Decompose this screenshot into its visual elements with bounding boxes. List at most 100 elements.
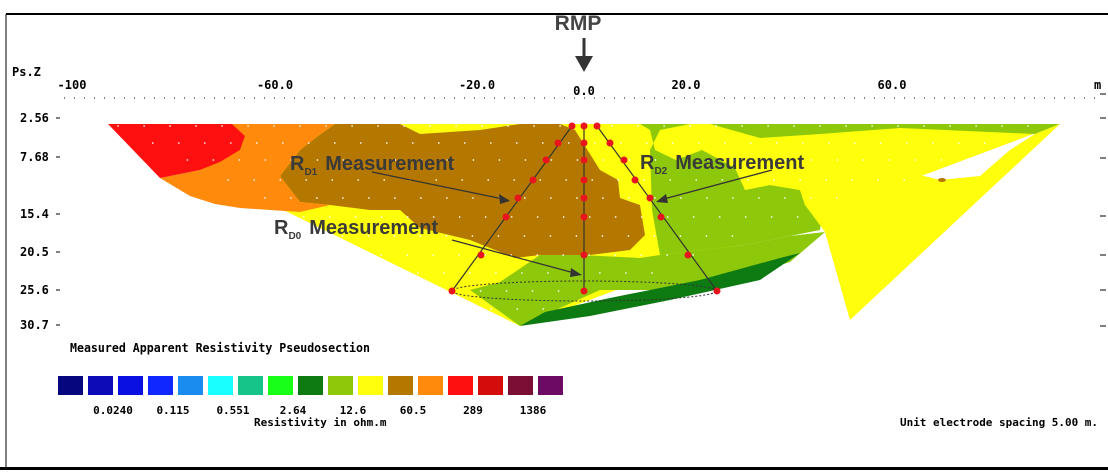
grid-point <box>186 159 189 161</box>
region-green-bottom <box>470 232 825 326</box>
unit-spacing-note: Unit electrode spacing 5.00 m. <box>900 416 1098 429</box>
grid-point <box>273 125 275 127</box>
grid-point <box>143 125 146 127</box>
grid-point <box>825 179 828 181</box>
grid-point <box>547 272 549 274</box>
grid-point <box>302 216 305 218</box>
grid-point <box>531 290 534 292</box>
grid-point <box>591 179 594 181</box>
grid-point <box>784 197 786 199</box>
grid-point <box>692 254 695 256</box>
grid-point <box>862 159 865 161</box>
grid-point <box>253 179 256 181</box>
grid-point <box>290 159 293 161</box>
grid-point <box>432 216 435 218</box>
grid-point <box>523 235 526 237</box>
grid-point <box>637 125 639 127</box>
grid-point <box>796 216 799 218</box>
grid-point <box>695 179 698 181</box>
grid-point <box>281 142 284 144</box>
legend-value-label: 0.551 <box>216 404 249 417</box>
grid-point <box>767 125 769 127</box>
grid-point <box>521 272 523 274</box>
grid-point <box>619 142 622 144</box>
grid-point <box>533 125 535 127</box>
grid-point <box>562 216 565 218</box>
grid-point <box>879 142 882 144</box>
grid-point <box>666 254 669 256</box>
section-title: Measured Apparent Resistivity Pseudosect… <box>70 341 370 355</box>
grid-point <box>539 179 542 181</box>
bottom-border <box>0 467 1108 470</box>
grid-point <box>836 159 839 161</box>
grid-point <box>567 142 570 144</box>
measurement-points <box>448 122 721 295</box>
grid-point <box>393 235 396 237</box>
grid-point <box>406 216 409 218</box>
rd2-label-measurement: Measurement <box>675 152 804 174</box>
rd0-label-measurement: Measurement <box>309 217 438 239</box>
y-tick-label: 20.5 <box>20 245 49 259</box>
y-tick-label: 7.68 <box>20 150 49 164</box>
grid-point <box>471 235 474 237</box>
annotation-arrows <box>371 169 773 277</box>
grid-point <box>810 159 813 161</box>
grid-point <box>497 235 500 237</box>
legend-value-label: 12.6 <box>340 404 367 417</box>
grid-point <box>679 235 682 237</box>
grid-point <box>411 142 414 144</box>
legend-value-label: 0.115 <box>156 404 189 417</box>
legend-swatch <box>268 376 293 395</box>
grid-point <box>212 159 215 161</box>
legend-swatch <box>538 376 563 395</box>
grid-point <box>357 179 360 181</box>
grid-point <box>316 197 318 199</box>
rd1-label-sub: D1 <box>304 167 317 178</box>
rd1-label-measurement: Measurement <box>325 153 454 175</box>
grid-point <box>342 197 344 199</box>
grid-point <box>975 125 977 127</box>
grid-point <box>940 159 943 161</box>
grid-point <box>177 142 180 144</box>
grid-point <box>307 142 310 144</box>
grid-point <box>718 216 721 218</box>
grid-point <box>435 179 438 181</box>
x-tick-label: 60.0 <box>878 78 907 92</box>
grid-point <box>617 179 620 181</box>
grid-point <box>931 142 934 144</box>
region-green-right <box>640 124 1060 255</box>
grid-point <box>446 197 448 199</box>
grid-point <box>905 142 908 144</box>
grid-point <box>516 308 519 310</box>
y-tick-label: 15.4 <box>20 207 49 221</box>
grid-point <box>888 159 891 161</box>
legend-swatch <box>238 376 263 395</box>
legend-color-bar <box>58 376 563 395</box>
grid-point <box>758 197 760 199</box>
legend-swatch <box>388 376 413 395</box>
rd2-label-main: R <box>640 152 655 174</box>
grid-point <box>640 254 643 256</box>
grid-point <box>290 197 292 199</box>
region-small-spot <box>938 178 946 182</box>
grid-point <box>576 159 579 161</box>
x-axis-tick-labels: -100 -60.0 -20.0 0.0 20.0 60.0 <box>58 78 907 98</box>
grid-point <box>354 216 357 218</box>
grid-point <box>458 254 461 256</box>
grid-point <box>429 125 431 127</box>
grid-point <box>588 254 591 256</box>
y-axis-tick-labels: 2.56 7.68 15.4 20.5 25.6 30.7 <box>20 111 60 332</box>
grid-point <box>380 254 383 256</box>
grid-point <box>651 272 653 274</box>
right-axis-ticks <box>1100 93 1106 327</box>
grid-point <box>455 125 457 127</box>
grid-point <box>505 290 508 292</box>
legend-swatch <box>178 376 203 395</box>
grid-point <box>484 254 487 256</box>
grid-point <box>227 179 230 181</box>
grid-point <box>559 125 561 127</box>
x-axis-unit-label: m <box>1094 78 1101 92</box>
grid-point <box>417 272 419 274</box>
grid-point <box>654 197 656 199</box>
